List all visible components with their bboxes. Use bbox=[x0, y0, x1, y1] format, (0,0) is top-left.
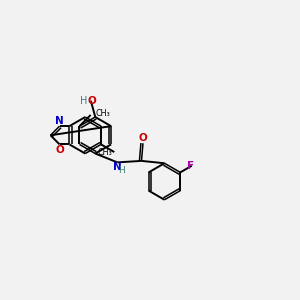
Text: N: N bbox=[113, 162, 122, 172]
Text: CH₃: CH₃ bbox=[96, 109, 110, 118]
Text: O: O bbox=[56, 145, 64, 155]
Text: N: N bbox=[56, 116, 64, 126]
Text: CH₃: CH₃ bbox=[97, 148, 112, 157]
Text: O: O bbox=[88, 96, 97, 106]
Text: H: H bbox=[80, 96, 87, 106]
Text: F: F bbox=[187, 161, 194, 171]
Text: H: H bbox=[118, 166, 125, 175]
Text: O: O bbox=[139, 133, 147, 143]
